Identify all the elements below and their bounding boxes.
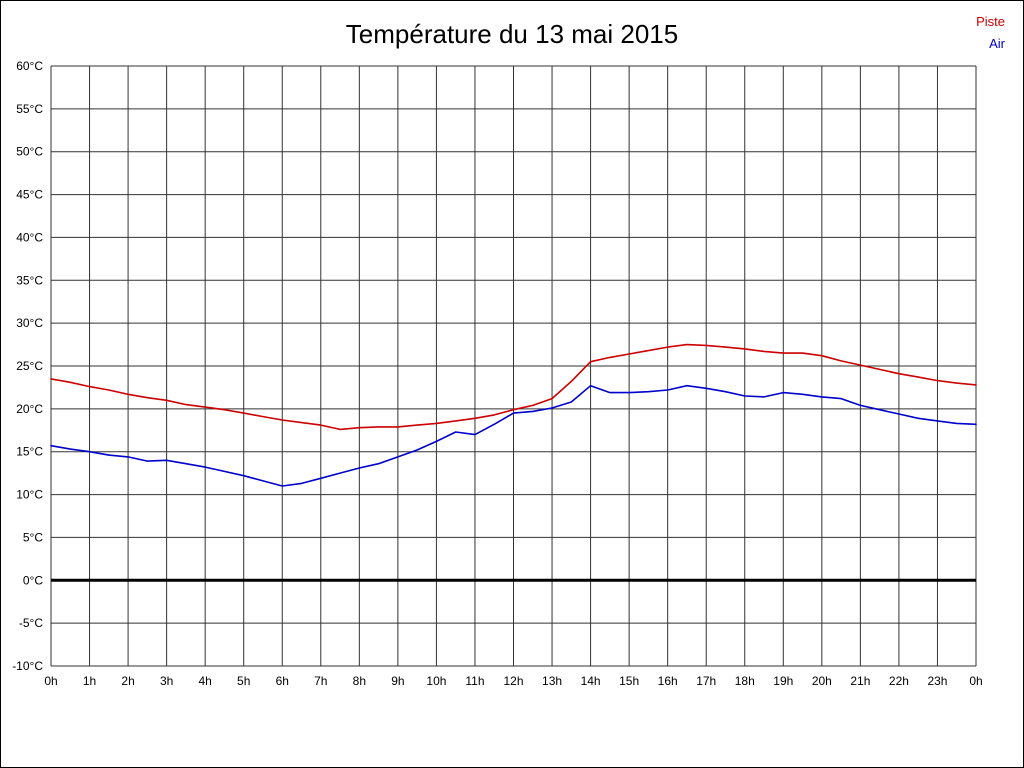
x-tick-label: 17h	[696, 674, 716, 688]
legend-piste-label: Piste	[976, 14, 1005, 29]
legend-air-label: Air	[989, 36, 1005, 52]
x-tick-label: 10h	[426, 674, 446, 688]
x-tick-label: 11h	[465, 674, 484, 688]
y-tick-label: 30°C	[16, 316, 43, 330]
x-tick-label: 3h	[160, 674, 173, 688]
x-tick-label: 18h	[735, 674, 755, 688]
y-tick-label: 25°C	[16, 359, 43, 373]
x-tick-label: 9h	[391, 674, 404, 688]
y-tick-label: 0°C	[23, 573, 43, 587]
x-tick-label: 13h	[542, 674, 562, 688]
y-tick-label: 10°C	[16, 488, 43, 502]
y-tick-label: 60°C	[16, 59, 43, 73]
y-tick-label: 45°C	[16, 188, 43, 202]
y-tick-label: 40°C	[16, 230, 43, 244]
y-tick-label: -5°C	[19, 616, 43, 630]
x-tick-label: 16h	[658, 674, 678, 688]
x-tick-label: 21h	[850, 674, 870, 688]
x-tick-label: 12h	[503, 674, 523, 688]
x-tick-label: 6h	[276, 674, 289, 688]
y-tick-label: -10°C	[12, 659, 43, 673]
x-tick-label: 0h	[969, 674, 982, 688]
x-tick-label: 1h	[83, 674, 96, 688]
piste-temperature-line	[50, 343, 977, 431]
y-tick-label: 35°C	[16, 273, 43, 287]
x-tick-label: 20h	[812, 674, 832, 688]
chart-title: Température du 13 mai 2015	[345, 19, 679, 49]
x-tick-label: 23h	[927, 674, 947, 688]
y-tick-label: 20°C	[16, 402, 43, 416]
x-tick-label: 5h	[237, 674, 250, 688]
x-tick-label: 4h	[198, 674, 211, 688]
y-tick-label: 15°C	[16, 445, 43, 459]
x-tick-label: 19h	[773, 674, 793, 688]
x-tick-label: 15h	[619, 674, 639, 688]
air-temperature-line	[50, 384, 977, 487]
y-tick-label: 50°C	[16, 145, 43, 159]
x-tick-label: 0h	[44, 674, 57, 688]
y-tick-label: 55°C	[16, 102, 43, 116]
x-tick-label: 7h	[314, 674, 327, 688]
x-tick-label: 22h	[889, 674, 909, 688]
x-tick-label: 8h	[353, 674, 366, 688]
x-tick-label: 14h	[581, 674, 601, 688]
chart-legend: Piste Air	[976, 11, 1005, 55]
x-tick-label: 2h	[121, 674, 134, 688]
y-tick-label: 5°C	[23, 530, 43, 544]
